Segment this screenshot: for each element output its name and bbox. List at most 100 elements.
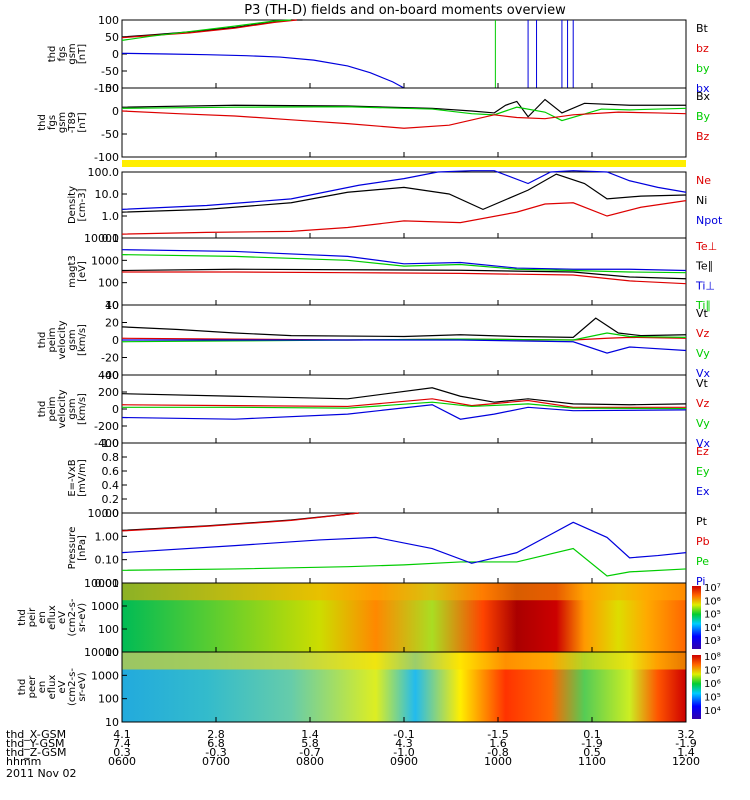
y-tick-label: 10 [105, 646, 119, 659]
footer-row-label: hhmm [6, 755, 41, 768]
y-axis-label: Density[cm-3] [67, 186, 88, 224]
legend-velocity-i: Vz [696, 397, 710, 410]
y-tick-label: 100 [98, 693, 119, 706]
series-fgs-line [121, 19, 292, 41]
footer-value: 5.8 [301, 737, 319, 750]
legend-temperature: Ti∥ [695, 299, 711, 312]
colorbar-tick: 10⁴ [704, 623, 721, 634]
footer-value: 1.6 [489, 737, 507, 750]
legend-velocity-e: Vx [696, 367, 711, 380]
legend-fgs: by [696, 62, 710, 75]
series-fgs-gsm-line [121, 98, 686, 118]
series-temperature-line [121, 254, 687, 274]
spectrogram-band [122, 583, 686, 601]
series-temperature-line [122, 271, 687, 285]
y-tick-label: 0.0 [102, 507, 120, 520]
legend-velocity-e: Vt [696, 307, 709, 320]
legend-velocity-i: Vx [696, 437, 711, 450]
footer-value: 0800 [296, 755, 324, 768]
panel-frame [121, 512, 687, 584]
footer-value: 6.8 [207, 737, 225, 750]
y-axis-label: thdpeimvelocitygsm[km/s] [37, 389, 88, 428]
y-tick-label: 1.0 [102, 210, 120, 223]
legend-e-field: Ey [696, 465, 710, 478]
footer-value: 0700 [202, 755, 230, 768]
y-axis-label: Pressure[nPa] [67, 527, 88, 570]
y-tick-label: 10.00 [88, 507, 120, 520]
y-tick-label: -200 [94, 420, 119, 433]
y-axis-label: thdfgsgsm-T89[nT] [37, 112, 88, 134]
legend-fgs: bz [696, 42, 709, 55]
y-tick-label: 0.1 [102, 232, 120, 245]
y-tick-label: 10.0 [95, 188, 120, 201]
series-density-line [121, 200, 687, 235]
footer-value: -1.5 [487, 728, 508, 741]
series-fgs-gsm-line [121, 110, 687, 129]
series-pressure-line [121, 512, 359, 532]
colorbar-tick: 10⁸ [704, 652, 721, 663]
legend-pressure: Pb [696, 535, 710, 548]
series-density-line [121, 173, 687, 213]
legend-fgs-gsm: Bz [696, 130, 710, 143]
y-tick-label: -400 [94, 437, 119, 450]
colorbar-tick: 10⁷ [704, 583, 721, 594]
y-tick-label: 0.4 [102, 479, 120, 492]
footer-value: 1.4 [301, 728, 319, 741]
y-tick-label: -20 [101, 352, 119, 365]
legend-density: Ne [696, 174, 711, 187]
panel-eflux-i: 10⁷ 10⁶ 10⁵ 10⁴ 10³ 10000 1000 100 10 thdpeirenef… [17, 577, 721, 659]
y-tick-label: 10 [105, 716, 119, 729]
legend-fgs: bx [696, 82, 710, 95]
footer-value: 0900 [390, 755, 418, 768]
colorbar [692, 586, 701, 649]
y-tick-label: 50 [105, 82, 119, 95]
panel-fgs-gsm: 50 0 -50 -100 thdfgsgsm-T89[nT] Bx By Bz [37, 82, 711, 164]
legend-velocity-e: Vy [696, 347, 710, 360]
legend-temperature: Te∥ [695, 260, 713, 273]
footer-value: -1.0 [393, 746, 414, 759]
series-fgs-line [121, 52, 405, 89]
footer-value: 7.4 [113, 737, 131, 750]
footer-date: 2011 Nov 02 [6, 767, 76, 780]
y-tick-label: 1.0 [102, 437, 120, 450]
legend-e-field: Ex [696, 485, 710, 498]
y-tick-label: 0 [112, 105, 119, 118]
series-velocity-e-line [122, 339, 687, 354]
panel-frame [121, 442, 687, 514]
y-tick-label: 0 [112, 48, 119, 61]
legend-velocity-i: Vt [696, 377, 709, 390]
colorbar-tick: 10⁵ [704, 610, 721, 621]
y-tick-label: 0.6 [102, 465, 120, 478]
footer-value: -1.9 [675, 737, 696, 750]
y-tick-label: 100 [98, 623, 119, 636]
y-tick-label: 100.0 [88, 166, 120, 179]
panel-velocity-i: 400 200 0 -200 -400 thdpeimvelocitygsm[km/s] V… [37, 369, 711, 450]
colorbar-tick: 10⁷ [704, 666, 721, 677]
legend-density: Npot [696, 214, 723, 227]
legend-e-field: Ez [696, 445, 709, 458]
y-tick-label: 0.2 [102, 493, 120, 506]
y-tick-label: 1.00 [95, 530, 120, 543]
legend-fgs-gsm: By [696, 110, 711, 123]
footer-value: 0.3 [113, 746, 131, 759]
panel-frame [121, 87, 687, 158]
series-velocity-i-line [121, 398, 686, 408]
y-tick-label: -50 [101, 128, 119, 141]
panel-velocity-e: 40 20 0 -20 -40 thdpeimvelocitygsm[km/s] Vt Vz V… [37, 299, 711, 382]
y-tick-label: 1000 [91, 669, 119, 682]
legend-pressure: Pi [696, 575, 705, 588]
footer-value: 1000 [484, 755, 512, 768]
series-pressure-line [121, 512, 359, 531]
colorbar-tick: 10⁴ [704, 706, 721, 717]
y-tick-label: -100 [94, 151, 119, 164]
footer-value: 0600 [108, 755, 136, 768]
series-velocity-e-line [121, 317, 687, 338]
y-tick-label: 50 [105, 31, 119, 44]
legend-temperature: Te⊥ [695, 240, 717, 253]
series-density-line [121, 170, 687, 210]
footer-value: 3.2 [677, 728, 695, 741]
footer-value: -0.1 [393, 728, 414, 741]
legend-temperature: Ti⊥ [695, 279, 715, 292]
y-tick-label: 0.01 [95, 577, 120, 590]
y-tick-label: 10000 [84, 646, 119, 659]
